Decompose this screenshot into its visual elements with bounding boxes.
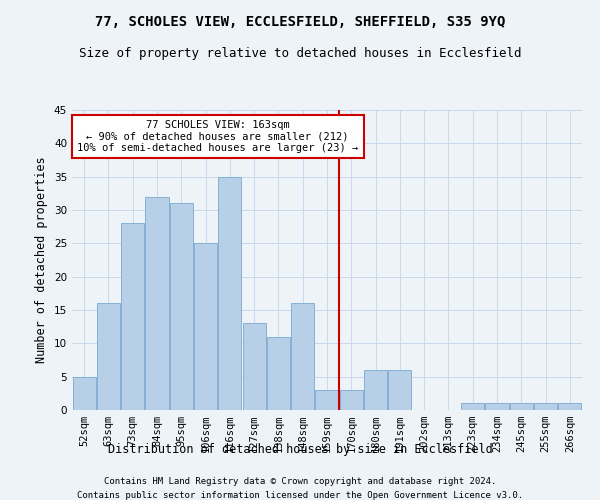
Bar: [97, 304, 120, 410]
Bar: [534, 404, 557, 410]
Bar: [73, 376, 95, 410]
Text: Contains public sector information licensed under the Open Government Licence v3: Contains public sector information licen…: [77, 491, 523, 500]
Bar: [194, 244, 217, 410]
Text: Distribution of detached houses by size in Ecclesfield: Distribution of detached houses by size …: [107, 442, 493, 456]
Bar: [170, 204, 193, 410]
Bar: [145, 196, 169, 410]
Bar: [218, 176, 241, 410]
Bar: [485, 404, 509, 410]
Bar: [510, 404, 533, 410]
Y-axis label: Number of detached properties: Number of detached properties: [35, 156, 49, 364]
Bar: [340, 390, 363, 410]
Bar: [364, 370, 387, 410]
Bar: [267, 336, 290, 410]
Text: Size of property relative to detached houses in Ecclesfield: Size of property relative to detached ho…: [79, 48, 521, 60]
Bar: [121, 224, 144, 410]
Text: 77, SCHOLES VIEW, ECCLESFIELD, SHEFFIELD, S35 9YQ: 77, SCHOLES VIEW, ECCLESFIELD, SHEFFIELD…: [95, 15, 505, 29]
Text: 77 SCHOLES VIEW: 163sqm
← 90% of detached houses are smaller (212)
10% of semi-d: 77 SCHOLES VIEW: 163sqm ← 90% of detache…: [77, 120, 358, 153]
Bar: [559, 404, 581, 410]
Text: Contains HM Land Registry data © Crown copyright and database right 2024.: Contains HM Land Registry data © Crown c…: [104, 478, 496, 486]
Bar: [461, 404, 484, 410]
Bar: [242, 324, 266, 410]
Bar: [291, 304, 314, 410]
Bar: [388, 370, 412, 410]
Bar: [316, 390, 338, 410]
